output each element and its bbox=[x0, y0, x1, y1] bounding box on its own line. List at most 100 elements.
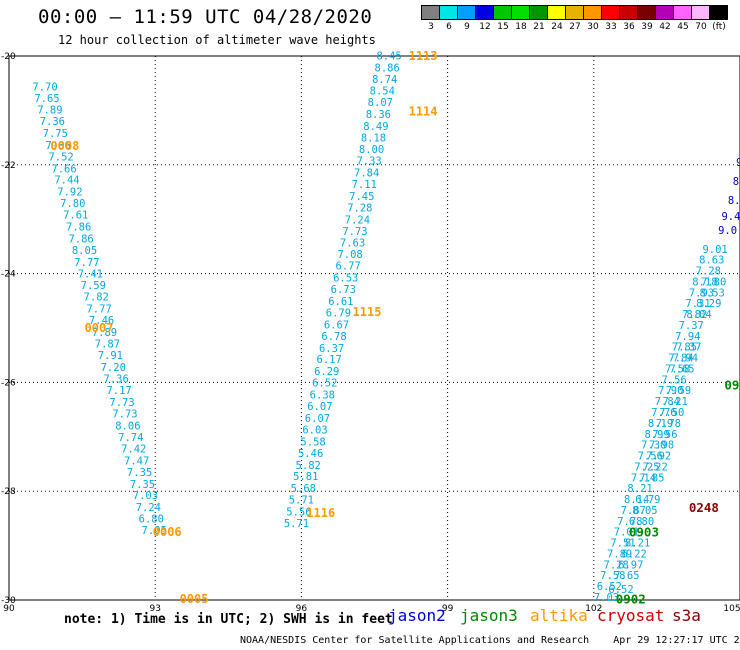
swh-value: 8.21 bbox=[627, 483, 652, 495]
swh-value: 7.65 bbox=[614, 570, 639, 582]
swh-value: 8.05 bbox=[72, 245, 97, 257]
legend-jason3: jason3 bbox=[460, 606, 518, 625]
swh-value: 7.85 bbox=[639, 472, 664, 484]
swh-value: 7.61 bbox=[63, 210, 88, 222]
swh-value: 7.58 bbox=[600, 570, 625, 582]
swh-value: 7.94 bbox=[675, 331, 700, 343]
swh-value: 7.59 bbox=[666, 385, 691, 397]
swh-value: 7.44 bbox=[54, 175, 79, 187]
swh-value: 7.66 bbox=[51, 163, 76, 175]
colorbar-label: 39 bbox=[641, 22, 653, 32]
lat-tick-label: -22 bbox=[1, 161, 16, 171]
swh-value: 6.80 bbox=[629, 516, 654, 528]
swh-value: 7.25 bbox=[634, 461, 659, 473]
colorbar-label: 12 bbox=[479, 22, 491, 32]
lat-tick-label: -20 bbox=[1, 52, 16, 62]
colorbar-label: 24 bbox=[551, 22, 563, 32]
altika-time-label: 1113 bbox=[409, 49, 438, 63]
swh-value: 7.05 bbox=[142, 525, 167, 537]
swh-value: 7.74 bbox=[118, 432, 143, 444]
swh-value: 6.52 bbox=[608, 584, 633, 596]
jason3-time-label: 090 bbox=[724, 377, 740, 392]
lat-tick-label: -26 bbox=[1, 378, 16, 388]
colorbar-label: 70 bbox=[695, 22, 707, 32]
altika-time-label: 0005 bbox=[180, 592, 209, 606]
swh-value: 5.81 bbox=[293, 471, 318, 483]
lat-tick-label: -30 bbox=[1, 596, 16, 606]
page-subtitle: 12 hour collection of altimeter wave hei… bbox=[58, 33, 376, 47]
lon-tick-label: 99 bbox=[442, 604, 454, 614]
swh-value: 7.45 bbox=[349, 191, 374, 203]
swh-value: 7.36 bbox=[40, 116, 65, 128]
altika-time-label: 1115 bbox=[353, 305, 382, 319]
track-labels: 7.707.657.897.367.757.867.527.667.447.92… bbox=[32, 49, 740, 606]
swh-value: 6.37 bbox=[319, 343, 344, 355]
swh-value: 5.82 bbox=[296, 460, 321, 472]
swh-value: 7.47 bbox=[124, 455, 149, 467]
swh-value: 8.53 bbox=[700, 287, 725, 299]
swh-value: 7.14 bbox=[631, 472, 656, 484]
swh-value: 7.01 bbox=[614, 527, 639, 539]
swh-value: 8.00 bbox=[359, 144, 384, 156]
swh-value: 8.18 bbox=[361, 132, 386, 144]
colorbar-label: 3 bbox=[428, 22, 434, 32]
jason3-time-label: 0902 bbox=[616, 591, 646, 606]
swh-value: 7.31 bbox=[685, 298, 710, 310]
swh-value: 6.53 bbox=[333, 273, 358, 285]
lat-tick-label: -28 bbox=[1, 487, 16, 497]
jason3-time-label: 0903 bbox=[629, 524, 659, 539]
swh-value: 7.28 bbox=[696, 266, 721, 278]
map-frame bbox=[8, 55, 740, 601]
swh-value: 7.86 bbox=[68, 233, 93, 245]
swh-value: 7.84 bbox=[354, 168, 379, 180]
swh-value: 7.37 bbox=[679, 320, 704, 332]
colorbar-label: 6 bbox=[446, 22, 452, 32]
map-grid bbox=[9, 56, 740, 600]
swh-value: 7.41 bbox=[78, 268, 103, 280]
swh-value: 6.29 bbox=[314, 366, 339, 378]
swh-value: 6.78 bbox=[321, 331, 346, 343]
legend-altika: altika bbox=[530, 606, 588, 625]
swh-value: 5.58 bbox=[300, 436, 325, 448]
colorbar-label: 21 bbox=[533, 22, 545, 32]
swh-value: 5.46 bbox=[298, 448, 323, 460]
swh-value: 8.36 bbox=[366, 109, 391, 121]
colorbar-label: 27 bbox=[569, 22, 581, 32]
swh-value: 7.73 bbox=[112, 409, 137, 421]
swh-value: 7.21 bbox=[663, 396, 688, 408]
altika-time-label: 0008 bbox=[50, 139, 79, 153]
swh-value: 7.52 bbox=[48, 151, 73, 163]
colorbar-label: 45 bbox=[677, 22, 689, 32]
swh-value: 7.30 bbox=[641, 440, 666, 452]
altika-time-label: 1114 bbox=[409, 105, 438, 119]
swh-value: 7.78 bbox=[617, 516, 642, 528]
swh-value: 6.52 bbox=[597, 581, 622, 593]
swh-value: 7.22 bbox=[643, 461, 668, 473]
wave-height-colorbar bbox=[421, 5, 728, 20]
swh-value: 6.22 bbox=[622, 548, 647, 560]
swh-value: 7.24 bbox=[345, 214, 370, 226]
swh-value: 6.79 bbox=[326, 307, 351, 319]
swh-value: 7.82 bbox=[682, 309, 707, 321]
swh-value: 7.90 bbox=[658, 385, 683, 397]
swh-value: 7.73 bbox=[109, 397, 134, 409]
swh-value: 7.24 bbox=[136, 502, 161, 514]
jason2-swh-value: 9 bbox=[736, 157, 740, 169]
swh-value: 7.58 bbox=[665, 363, 690, 375]
swh-value: 7.94 bbox=[673, 353, 698, 365]
colorbar-label: 9 bbox=[464, 22, 470, 32]
swh-value: 7.77 bbox=[86, 304, 111, 316]
swh-value: 7.91 bbox=[98, 350, 123, 362]
colorbar-label: 36 bbox=[623, 22, 635, 32]
swh-value: 7.92 bbox=[646, 451, 671, 463]
swh-value: 6.61 bbox=[328, 296, 353, 308]
swh-value: 9.01 bbox=[702, 244, 727, 256]
colorbar-label: 15 bbox=[497, 22, 509, 32]
swh-value: 7.46 bbox=[89, 315, 114, 327]
swh-value: 7.89 bbox=[92, 327, 117, 339]
cryosat-time-label: 0248 bbox=[689, 500, 719, 515]
footer-credit: NOAA/NESDIS Center for Satellite Applica… bbox=[240, 635, 740, 646]
swh-value: 8.06 bbox=[115, 421, 140, 433]
swh-value: 7.56 bbox=[638, 451, 663, 463]
